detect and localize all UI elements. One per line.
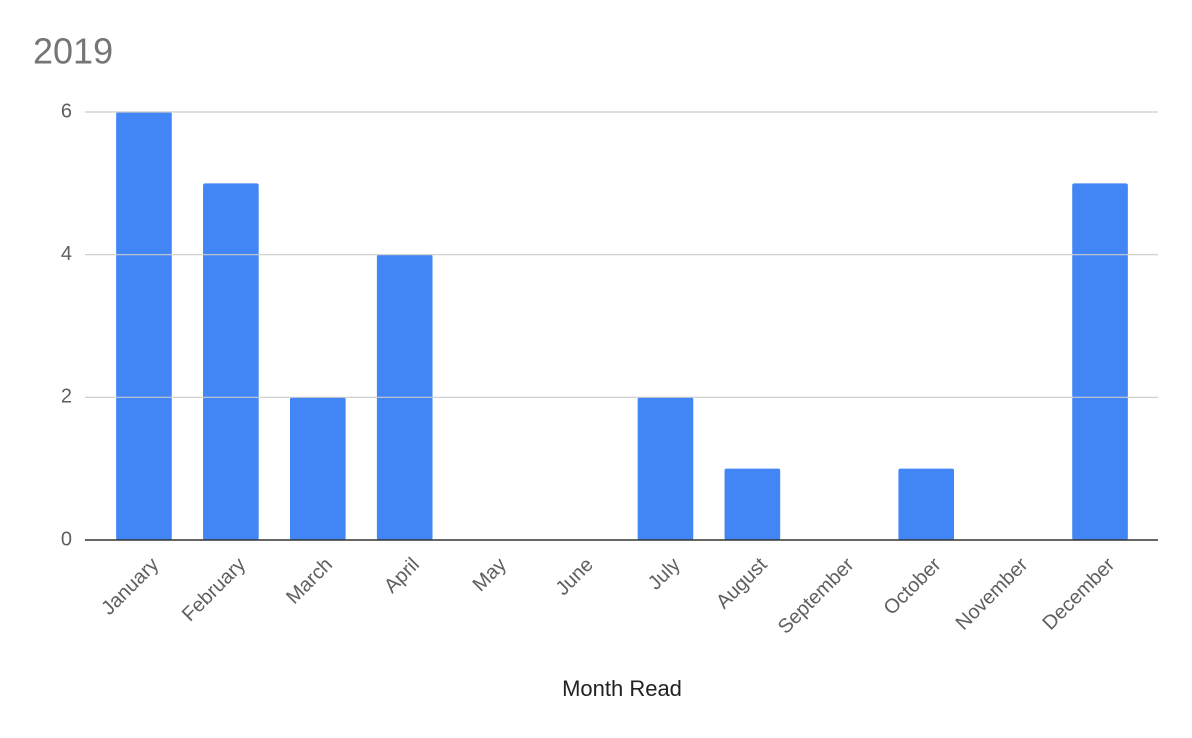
x-tick-label: January [97,554,163,620]
y-tick-label: 4 [61,243,72,265]
y-tick-label: 2 [61,386,72,408]
y-tick-label: 6 [61,100,72,122]
bar [898,468,955,540]
x-tick-label: August [712,553,772,613]
bar [1072,183,1128,541]
x-tick-label: October [880,553,946,619]
bar [116,112,172,540]
x-tick-label: February [178,554,250,626]
bar [289,397,346,540]
x-tick-label: June [552,554,598,600]
bar [203,183,259,541]
bar [637,397,694,540]
x-tick-label: November [952,553,1033,634]
x-tick-label: March [282,554,337,609]
x-tick-label: May [469,554,511,596]
chart-title: 2019 [33,31,113,72]
x-tick-label: September [774,553,859,638]
x-tick-label: December [1039,553,1120,634]
x-axis-label: Month Read [562,676,682,701]
x-tick-label: April [380,554,424,598]
y-tick-label: 0 [61,528,72,550]
bar [724,468,781,540]
x-tick-label: July [644,554,685,595]
